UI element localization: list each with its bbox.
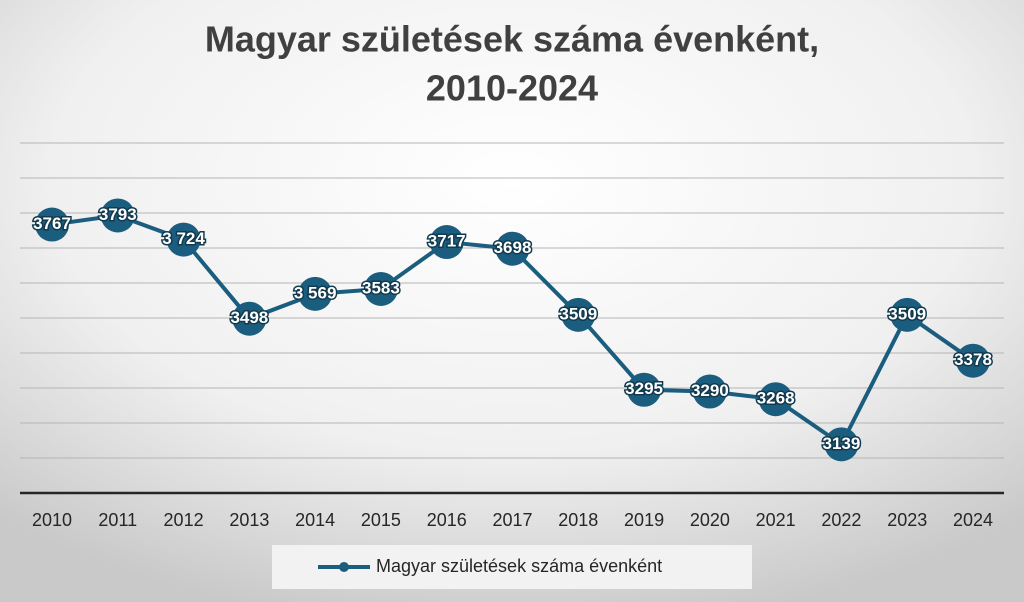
data-label: 3295 [625, 379, 663, 398]
data-label: 3509 [888, 304, 926, 323]
data-point [363, 271, 398, 306]
legend: Magyar születések száma évenként [318, 556, 662, 576]
data-label: 3498 [230, 308, 268, 327]
data-point [692, 374, 727, 409]
x-tick-label: 2024 [953, 510, 993, 530]
x-tick-label: 2012 [164, 510, 204, 530]
x-tick-label: 2018 [558, 510, 598, 530]
data-point [35, 207, 69, 242]
data-label: 3139 [823, 434, 861, 453]
x-tick-label: 2011 [98, 510, 137, 530]
data-point [100, 198, 135, 233]
data-label: 3509 [559, 304, 597, 323]
data-label: 3767 [33, 214, 71, 233]
x-tick-label: 2014 [295, 510, 335, 530]
data-label: 3 724 [162, 229, 205, 248]
data-point [429, 225, 464, 260]
x-tick-label: 2010 [32, 510, 72, 530]
x-tick-label: 2022 [821, 510, 861, 530]
data-point [890, 297, 925, 332]
data-label: 3793 [99, 205, 137, 224]
data-point [627, 372, 662, 407]
legend-label: Magyar születések száma évenként [376, 556, 662, 576]
data-point [824, 427, 859, 462]
data-label: 3290 [691, 381, 729, 400]
data-point [956, 343, 990, 378]
data-point [232, 301, 267, 336]
x-tick-label: 2015 [361, 510, 401, 530]
x-tick-label: 2021 [756, 510, 796, 530]
chart-title: Magyar születések száma évenként, [205, 19, 819, 60]
data-point [758, 382, 793, 417]
data-label: 3583 [362, 278, 400, 297]
data-label: 3 569 [294, 283, 337, 302]
x-tick-label: 2016 [427, 510, 467, 530]
data-label: 3717 [428, 232, 466, 251]
x-tick-label: 2019 [624, 510, 664, 530]
data-point [166, 222, 201, 257]
data-label: 3378 [954, 350, 992, 369]
x-tick-label: 2020 [690, 510, 730, 530]
data-point [298, 276, 333, 311]
x-tick-label: 2023 [887, 510, 927, 530]
x-tick-label: 2017 [492, 510, 532, 530]
x-tick-label: 2013 [229, 510, 269, 530]
plot: 2010 2011 2012 2013 2014 2015 2016 2017 2018 2019… [32, 198, 993, 530]
data-label: 3698 [494, 238, 532, 257]
chart-title: 2010-2024 [426, 68, 598, 109]
legend-marker [339, 562, 349, 572]
data-label: 3268 [757, 389, 795, 408]
data-point [495, 231, 530, 266]
data-point [561, 297, 596, 332]
